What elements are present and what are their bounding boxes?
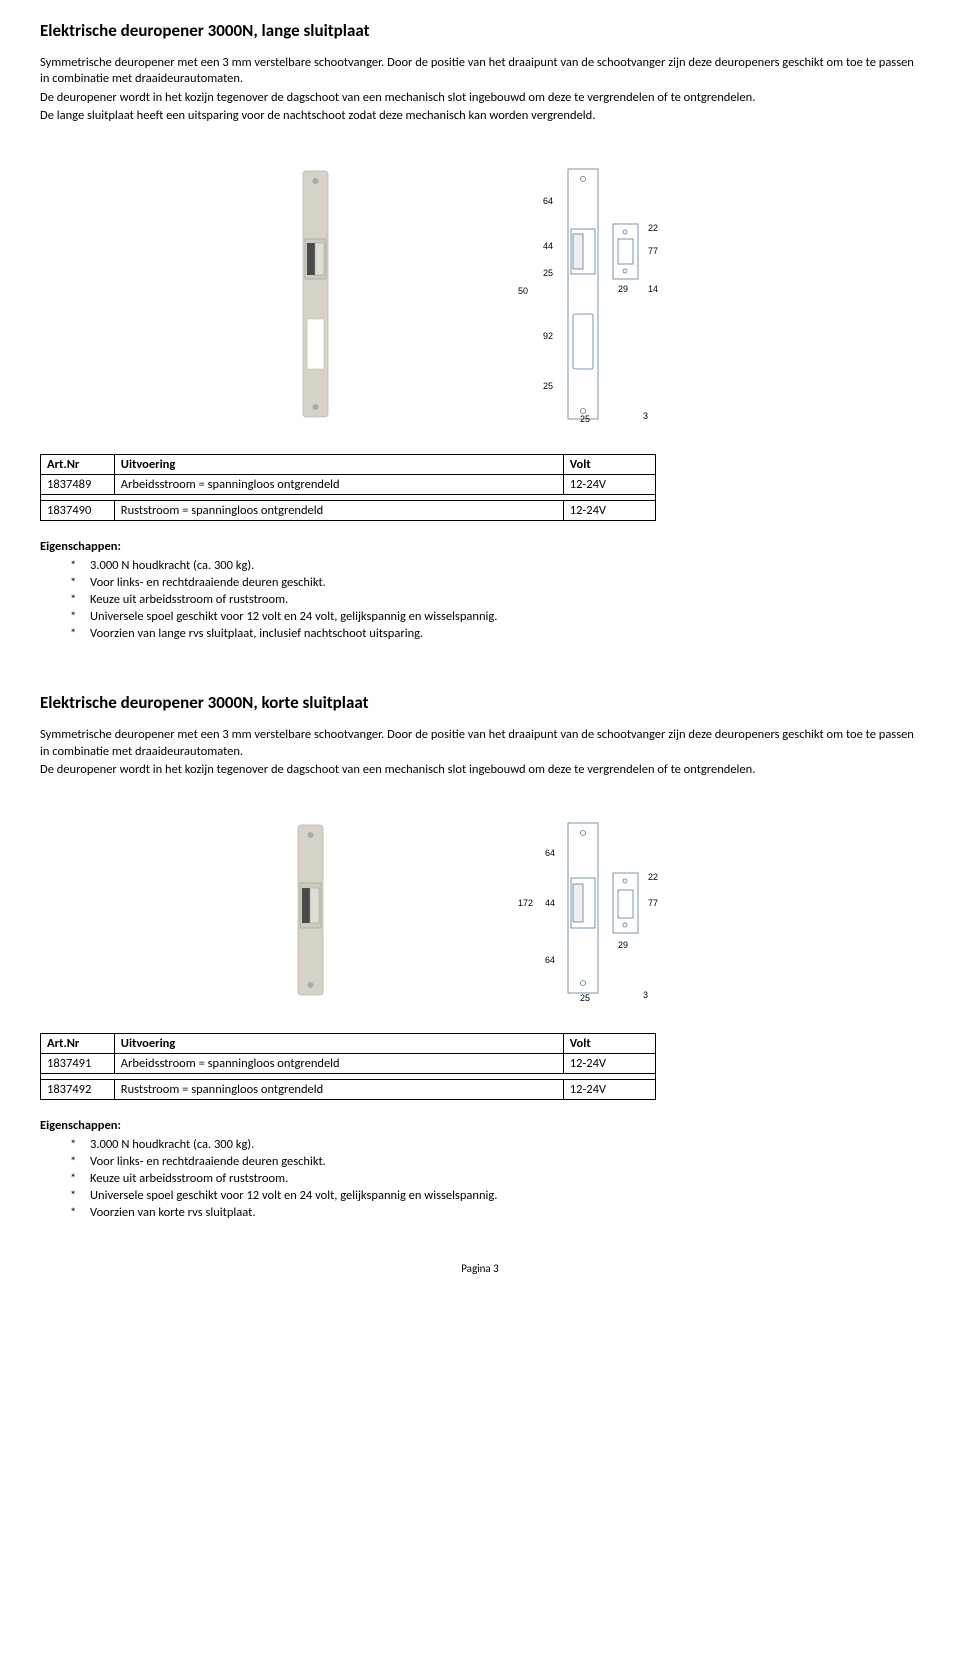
dim-64b: 64: [544, 955, 554, 965]
eig-item: Keuze uit arbeidsstroom of ruststroom.: [90, 1171, 288, 1188]
bullet-star: *: [40, 1188, 90, 1205]
eig-item: Universele spoel geschikt voor 12 volt e…: [90, 609, 497, 626]
dim-64a: 64: [544, 848, 554, 858]
product-photo-short: [288, 823, 333, 998]
product-photo-long: [293, 169, 338, 419]
table-row: 1837489 Arbeidsstroom = spanningloos ont…: [41, 475, 656, 495]
eig-item: 3.000 N houdkracht (ca. 300 kg).: [90, 1137, 254, 1154]
th-art: Art.Nr: [41, 455, 115, 475]
table-row: 1837492 Ruststroom = spanningloos ontgre…: [41, 1080, 656, 1100]
dim-172: 172: [517, 898, 532, 908]
dim-25: 25: [580, 993, 590, 1003]
tech-drawing-long: 64 22 44 77 25 250 29 14 92 25 25 3: [518, 164, 668, 424]
section2-eig-list: *3.000 N houdkracht (ca. 300 kg). *Voor …: [40, 1137, 920, 1221]
th-volt: Volt: [563, 455, 655, 475]
page-footer: Pagina 3: [40, 1262, 920, 1275]
section1-p2: De deuropener wordt in het kozijn tegeno…: [40, 90, 920, 106]
bullet-star: *: [40, 1205, 90, 1222]
bullet-star: *: [40, 575, 90, 592]
bullet-star: *: [40, 1154, 90, 1171]
eig-item: 3.000 N houdkracht (ca. 300 kg).: [90, 558, 254, 575]
tech-drawing-short: 64 22 44 172 77 64 29 25 3: [513, 818, 673, 1003]
section1-p1: Symmetrische deuropener met een 3 mm ver…: [40, 55, 920, 88]
cell-volt: 12-24V: [563, 1054, 655, 1074]
th-art: Art.Nr: [41, 1034, 115, 1054]
dim-250: 250: [518, 286, 528, 296]
cell-uit: Arbeidsstroom = spanningloos ontgrendeld: [114, 475, 563, 495]
section2-p2: De deuropener wordt in het kozijn tegeno…: [40, 762, 920, 778]
section1-table: Art.Nr Uitvoering Volt 1837489 Arbeidsst…: [40, 454, 656, 521]
dim-14: 14: [648, 284, 658, 294]
dim-22: 22: [648, 872, 658, 882]
eig-heading2: Eigenschappen:: [40, 1118, 920, 1133]
dim-25a: 25: [542, 268, 552, 278]
section1-eig-list: *3.000 N houdkracht (ca. 300 kg). *Voor …: [40, 558, 920, 642]
section2-images: 64 22 44 172 77 64 29 25 3: [40, 818, 920, 1003]
cell-uit: Ruststroom = spanningloos ontgrendeld: [114, 1080, 563, 1100]
bullet-star: *: [40, 592, 90, 609]
bullet-star: *: [40, 558, 90, 575]
dim-3: 3: [643, 411, 648, 421]
eig-item: Keuze uit arbeidsstroom of ruststroom.: [90, 592, 288, 609]
cell-uit: Ruststroom = spanningloos ontgrendeld: [114, 501, 563, 521]
th-volt: Volt: [563, 1034, 655, 1054]
cell-volt: 12-24V: [563, 501, 655, 521]
bullet-star: *: [40, 1137, 90, 1154]
th-uit: Uitvoering: [114, 455, 563, 475]
cell-uit: Arbeidsstroom = spanningloos ontgrendeld: [114, 1054, 563, 1074]
eig-item: Voorzien van lange rvs sluitplaat, inclu…: [90, 626, 423, 643]
dim-22: 22: [648, 223, 658, 233]
dim-77: 77: [648, 246, 658, 256]
dim-25b: 25: [542, 381, 552, 391]
dim-44: 44: [542, 241, 552, 251]
section1-p3: De lange sluitplaat heeft een uitsparing…: [40, 108, 920, 124]
cell-art: 1837492: [41, 1080, 115, 1100]
section2-table: Art.Nr Uitvoering Volt 1837491 Arbeidsst…: [40, 1033, 656, 1100]
dim-64: 64: [542, 196, 552, 206]
dim-29: 29: [618, 284, 628, 294]
bullet-star: *: [40, 1171, 90, 1188]
bullet-star: *: [40, 609, 90, 626]
section1-title: Elektrische deuropener 3000N, lange slui…: [40, 20, 920, 41]
cell-art: 1837490: [41, 501, 115, 521]
dim-29: 29: [618, 940, 628, 950]
eig-item: Universele spoel geschikt voor 12 volt e…: [90, 1188, 497, 1205]
cell-art: 1837489: [41, 475, 115, 495]
section2-title: Elektrische deuropener 3000N, korte slui…: [40, 692, 920, 713]
dim-3: 3: [643, 990, 648, 1000]
section2-p1: Symmetrische deuropener met een 3 mm ver…: [40, 727, 920, 760]
eig-item: Voor links- en rechtdraaiende deuren ges…: [90, 1154, 326, 1171]
dim-25c: 25: [580, 414, 590, 424]
eig-heading: Eigenschappen:: [40, 539, 920, 554]
dim-77: 77: [648, 898, 658, 908]
cell-volt: 12-24V: [563, 1080, 655, 1100]
dim-44: 44: [544, 898, 554, 908]
cell-art: 1837491: [41, 1054, 115, 1074]
bullet-star: *: [40, 626, 90, 643]
th-uit: Uitvoering: [114, 1034, 563, 1054]
table-row: 1837490 Ruststroom = spanningloos ontgre…: [41, 501, 656, 521]
table-row: 1837491 Arbeidsstroom = spanningloos ont…: [41, 1054, 656, 1074]
eig-item: Voorzien van korte rvs sluitplaat.: [90, 1205, 255, 1222]
dim-92: 92: [542, 331, 552, 341]
eig-item: Voor links- en rechtdraaiende deuren ges…: [90, 575, 326, 592]
section1-images: 64 22 44 77 25 250 29 14 92 25 25 3: [40, 164, 920, 424]
cell-volt: 12-24V: [563, 475, 655, 495]
